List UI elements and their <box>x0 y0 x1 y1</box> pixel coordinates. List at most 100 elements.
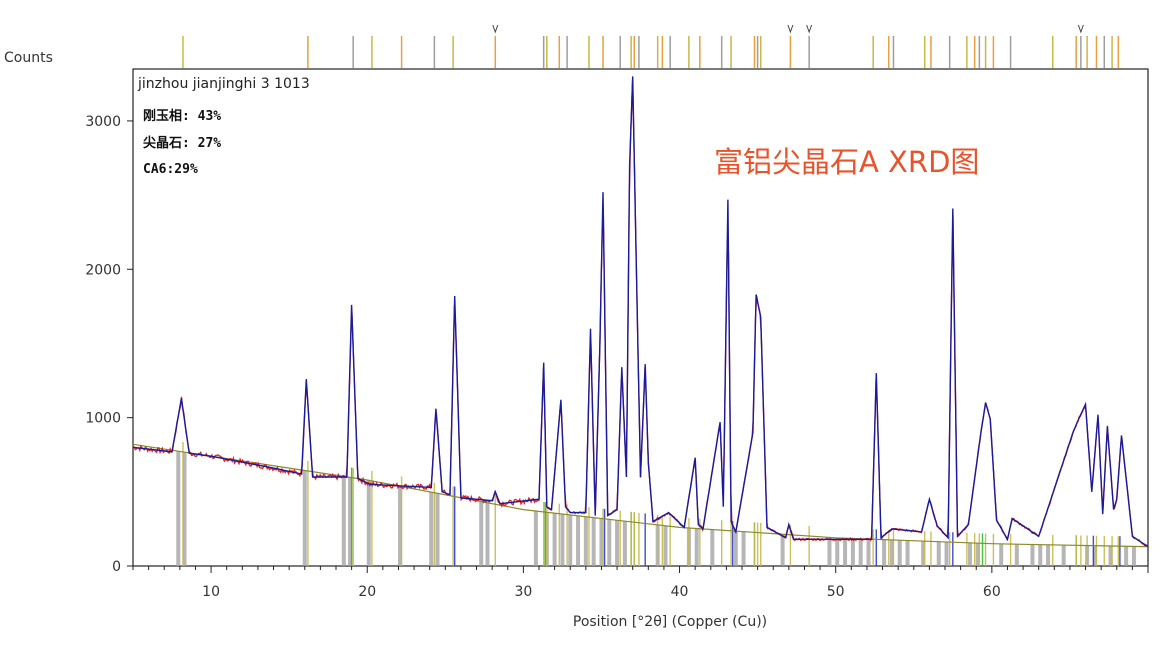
reference-stick <box>607 519 612 566</box>
sample-label: jinzhou jianjinghi 3 1013 <box>137 76 310 92</box>
reference-stick <box>182 441 184 566</box>
reference-stick <box>1124 546 1129 566</box>
reference-stick <box>1103 535 1105 566</box>
reference-stick <box>835 537 840 566</box>
reference-stick <box>756 522 759 566</box>
top-marker <box>787 24 794 34</box>
reference-stick <box>981 533 984 566</box>
reference-stick <box>619 510 621 566</box>
reference-stick <box>944 542 949 566</box>
reference-stick <box>663 525 668 566</box>
reference-stick <box>435 493 440 566</box>
calculated-pattern-line <box>132 76 1149 548</box>
reference-stick <box>602 508 604 566</box>
reference-stick <box>1111 536 1113 566</box>
reference-stick <box>1117 536 1120 566</box>
reference-stick <box>789 524 792 566</box>
reference-stick <box>348 477 353 566</box>
reference-stick <box>921 541 926 566</box>
reference-stick <box>1075 535 1077 566</box>
reference-stick <box>948 532 951 566</box>
reference-stick <box>341 476 346 566</box>
reference-stick <box>1014 544 1019 566</box>
reference-stick <box>827 537 832 566</box>
reference-stick <box>731 520 734 566</box>
reference-stick <box>630 511 632 566</box>
reference-stick <box>400 476 403 566</box>
reference-stick <box>1061 545 1066 566</box>
reference-stick <box>992 533 995 566</box>
reference-stick <box>615 520 620 566</box>
reference-strip <box>182 24 1120 68</box>
reference-stick <box>542 501 545 566</box>
reference-stick <box>182 452 187 566</box>
reference-stick <box>978 533 981 566</box>
reference-stick <box>583 516 588 566</box>
reference-stick <box>1119 536 1121 566</box>
reference-stick <box>544 502 546 566</box>
reference-stick <box>656 514 659 566</box>
phase-label-spinel: 尖晶石: 27% <box>143 135 221 151</box>
reference-stick <box>599 518 604 566</box>
reference-stick <box>999 543 1004 566</box>
reference-stick <box>591 517 596 566</box>
reference-stick <box>302 470 307 566</box>
x-tick-label: 20 <box>358 584 376 600</box>
reference-stick <box>1108 546 1113 566</box>
reference-stick <box>924 531 926 566</box>
reference-stick <box>1038 544 1043 566</box>
reference-stick <box>930 531 932 566</box>
top-marker <box>806 24 813 34</box>
reference-stick <box>661 515 664 566</box>
reference-stick <box>694 528 699 566</box>
y-tick-label: 1000 <box>85 411 121 427</box>
reference-stick <box>566 504 568 566</box>
reference-stick <box>936 541 941 566</box>
reference-stick <box>452 486 454 566</box>
x-tick-label: 40 <box>671 584 689 600</box>
reference-stick <box>975 543 980 566</box>
reference-stick <box>494 494 496 566</box>
reference-stick <box>644 513 646 566</box>
reference-stick <box>875 529 877 566</box>
reference-stick <box>558 503 560 566</box>
reference-stick <box>638 512 640 566</box>
reference-stick <box>429 492 434 566</box>
reference-stick <box>889 539 894 566</box>
top-marker <box>492 24 499 34</box>
reference-stick <box>533 511 538 566</box>
reference-stick <box>352 467 354 566</box>
reference-stick <box>1009 534 1012 566</box>
reference-stick <box>588 507 590 566</box>
reference-stick <box>1092 545 1097 566</box>
reference-stick <box>669 516 671 566</box>
phase-label-ca6: CA6:29% <box>143 162 198 177</box>
reference-stick <box>741 531 746 566</box>
y-tick-label: 2000 <box>85 262 121 278</box>
x-axis-title: Position [°2θ] (Copper (Cu)) <box>573 614 767 630</box>
reference-stick <box>780 534 785 566</box>
reference-stick <box>710 529 715 566</box>
chart-title: 富铝尖晶石A XRD图 <box>714 145 979 179</box>
reference-stick <box>733 531 738 566</box>
reference-stick <box>1086 535 1088 566</box>
reference-stick <box>485 502 490 566</box>
x-tick-label: 50 <box>827 584 845 600</box>
reference-stick <box>866 539 871 566</box>
reference-stick <box>952 532 954 566</box>
x-tick-label: 60 <box>983 584 1001 600</box>
axes: 0 1000 2000 3000 10 20 30 40 50 60 <box>85 114 1149 600</box>
reference-stick <box>905 540 910 566</box>
reference-stick <box>453 486 456 566</box>
reference-stick <box>808 526 810 566</box>
reference-stick <box>350 467 353 566</box>
reference-stick <box>699 518 701 566</box>
reference-stick <box>398 486 403 566</box>
reference-stick <box>760 522 762 566</box>
reference-stick <box>850 538 855 566</box>
reference-stick <box>730 520 732 566</box>
reference-stick <box>552 513 557 566</box>
reference-stick <box>307 460 309 566</box>
reference-stick <box>546 502 548 566</box>
